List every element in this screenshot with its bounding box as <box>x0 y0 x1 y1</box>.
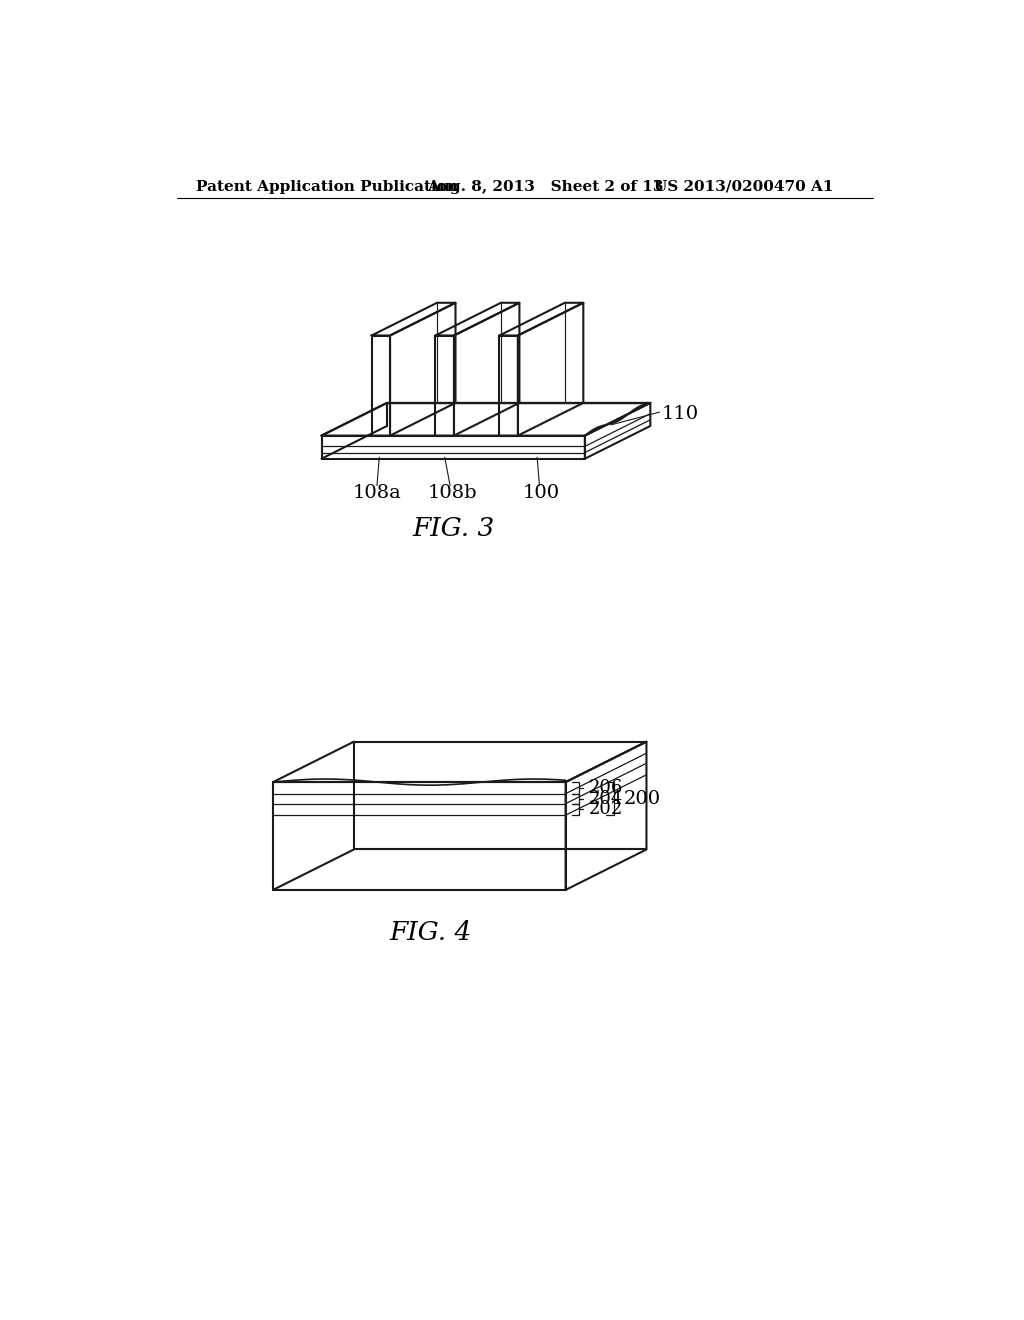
Text: FIG. 3: FIG. 3 <box>413 516 495 540</box>
Text: 108b: 108b <box>428 484 477 503</box>
Text: 204: 204 <box>589 789 623 808</box>
Text: FIG. 4: FIG. 4 <box>390 920 472 945</box>
Text: Patent Application Publication: Patent Application Publication <box>196 180 458 194</box>
Text: 202: 202 <box>589 800 623 818</box>
Text: US 2013/0200470 A1: US 2013/0200470 A1 <box>654 180 834 194</box>
Text: 100: 100 <box>522 484 559 503</box>
Text: 206: 206 <box>589 779 623 797</box>
Text: Aug. 8, 2013   Sheet 2 of 13: Aug. 8, 2013 Sheet 2 of 13 <box>427 180 664 194</box>
Text: 200: 200 <box>624 789 660 808</box>
Text: 108a: 108a <box>352 484 401 503</box>
Text: 110: 110 <box>662 405 699 424</box>
